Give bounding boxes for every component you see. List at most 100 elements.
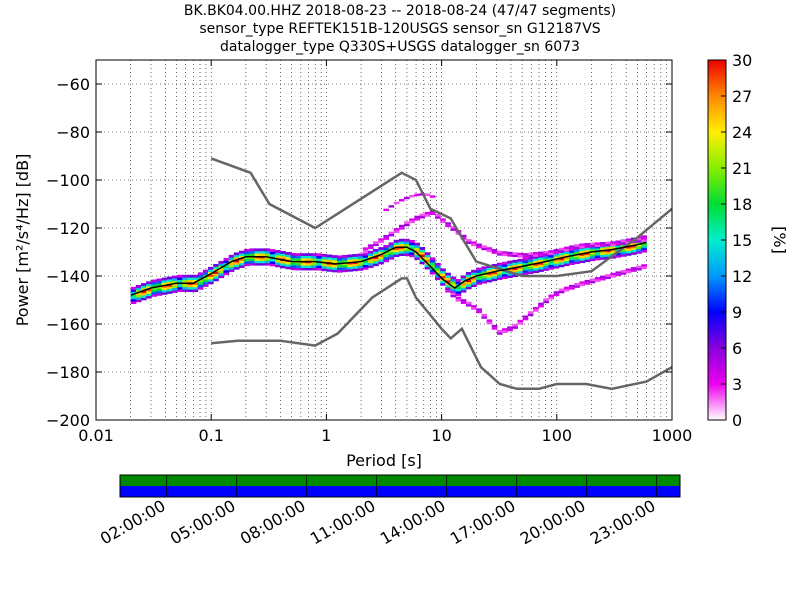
heat-cell: [538, 266, 544, 270]
heat-cell: [496, 272, 503, 276]
heat-cell: [486, 277, 493, 280]
heat-cell: [445, 277, 451, 281]
heat-cell: [321, 268, 328, 272]
noise-model-lines: [130, 157, 672, 391]
heat-cell: [223, 272, 230, 276]
heat-cell: [202, 281, 209, 285]
heat-cell: [290, 267, 297, 271]
heat-cell: [208, 274, 214, 277]
heat-cell-sparse: [532, 254, 539, 257]
heat-cell: [233, 254, 240, 258]
heat-cell-sparse: [373, 243, 379, 247]
heat-cell: [481, 275, 488, 279]
heat-cell-sparse: [409, 195, 415, 198]
y-tick-label: −60: [56, 75, 90, 94]
heat-cell: [404, 248, 410, 252]
heat-cell: [244, 258, 250, 262]
heat-cell: [460, 277, 467, 281]
heat-cell-sparse: [522, 317, 529, 321]
timeline: 02:00:0005:00:0008:00:0011:00:0014:00:00…: [97, 474, 681, 548]
heat-cell-sparse: [496, 332, 503, 335]
heat-cell: [563, 263, 570, 267]
heat-cell: [238, 250, 245, 254]
heat-cell: [233, 266, 240, 270]
heat-cell: [450, 283, 457, 287]
heat-cell: [594, 257, 601, 261]
heat-cell: [161, 279, 168, 283]
heat-cell: [481, 280, 488, 284]
heat-cell: [249, 248, 255, 252]
heat-cell: [543, 256, 549, 259]
heat-cell: [563, 258, 570, 262]
heat-cell-sparse: [450, 294, 457, 298]
heat-cell: [481, 271, 488, 274]
heat-cell: [130, 298, 137, 302]
heat-cell: [486, 279, 493, 283]
heat-cell-sparse: [620, 272, 627, 275]
heat-cell: [326, 266, 333, 270]
heat-cell: [156, 292, 163, 296]
heat-cell: [223, 269, 230, 273]
heat-cell: [414, 242, 421, 246]
heat-cell: [440, 273, 446, 277]
heat-cell: [151, 281, 157, 285]
heat-cell: [290, 255, 297, 259]
heat-cell: [146, 283, 152, 287]
heat-cell: [620, 244, 627, 248]
heat-cell-sparse: [419, 213, 426, 217]
heat-cell-sparse: [393, 201, 400, 205]
heat-cell-sparse: [445, 224, 451, 228]
timeline-band: [120, 475, 680, 486]
heat-cell: [202, 276, 209, 280]
heat-cell-sparse: [450, 228, 457, 231]
heat-cell: [316, 255, 323, 259]
heat-cell: [641, 247, 647, 251]
heat-cell: [326, 259, 333, 263]
heat-cell: [259, 250, 266, 254]
heat-cell: [574, 258, 580, 262]
heat-cell-sparse: [388, 205, 395, 208]
heat-cell-sparse: [553, 248, 560, 252]
heat-cell: [630, 251, 637, 255]
y-tick-label: −180: [46, 363, 90, 382]
heat-cell-sparse: [548, 252, 555, 255]
heat-cell: [471, 281, 477, 285]
heat-cell: [269, 251, 276, 255]
heat-cell: [620, 249, 627, 252]
heat-cell-sparse: [362, 247, 369, 250]
plot-area: [96, 60, 672, 420]
heat-cell: [228, 266, 235, 270]
heat-cell-sparse: [517, 255, 524, 258]
heat-cell-sparse: [543, 298, 549, 301]
heat-cell: [295, 267, 302, 271]
heat-cell: [579, 250, 586, 254]
heat-cell: [321, 265, 328, 269]
heat-cell: [584, 249, 591, 253]
heat-cell: [419, 249, 426, 253]
heat-cell: [434, 277, 441, 281]
heat-cell: [393, 242, 400, 246]
heat-cell: [404, 241, 410, 244]
heat-cell: [538, 257, 544, 260]
heat-cell: [357, 255, 364, 259]
heat-cell: [429, 271, 436, 275]
heat-cell: [383, 254, 390, 258]
heat-cell: [140, 297, 147, 301]
heat-cell: [409, 254, 415, 258]
heat-cell: [182, 274, 188, 278]
heat-cell: [280, 263, 286, 266]
heat-cell: [135, 287, 142, 291]
heat-cell: [548, 259, 555, 263]
heat-cell: [300, 255, 307, 259]
heat-cell: [496, 277, 503, 280]
heat-cell-sparse: [543, 300, 549, 304]
heat-cell: [594, 247, 601, 251]
heat-cell-sparse: [527, 313, 534, 317]
heat-cell-sparse: [605, 274, 611, 277]
heat-cell: [589, 258, 596, 262]
heat-cell: [620, 251, 627, 255]
heat-cell: [269, 253, 276, 257]
heat-cell: [342, 257, 348, 261]
colorbar-tick-label: 15: [732, 231, 752, 250]
y-tick-label: −200: [46, 411, 90, 430]
